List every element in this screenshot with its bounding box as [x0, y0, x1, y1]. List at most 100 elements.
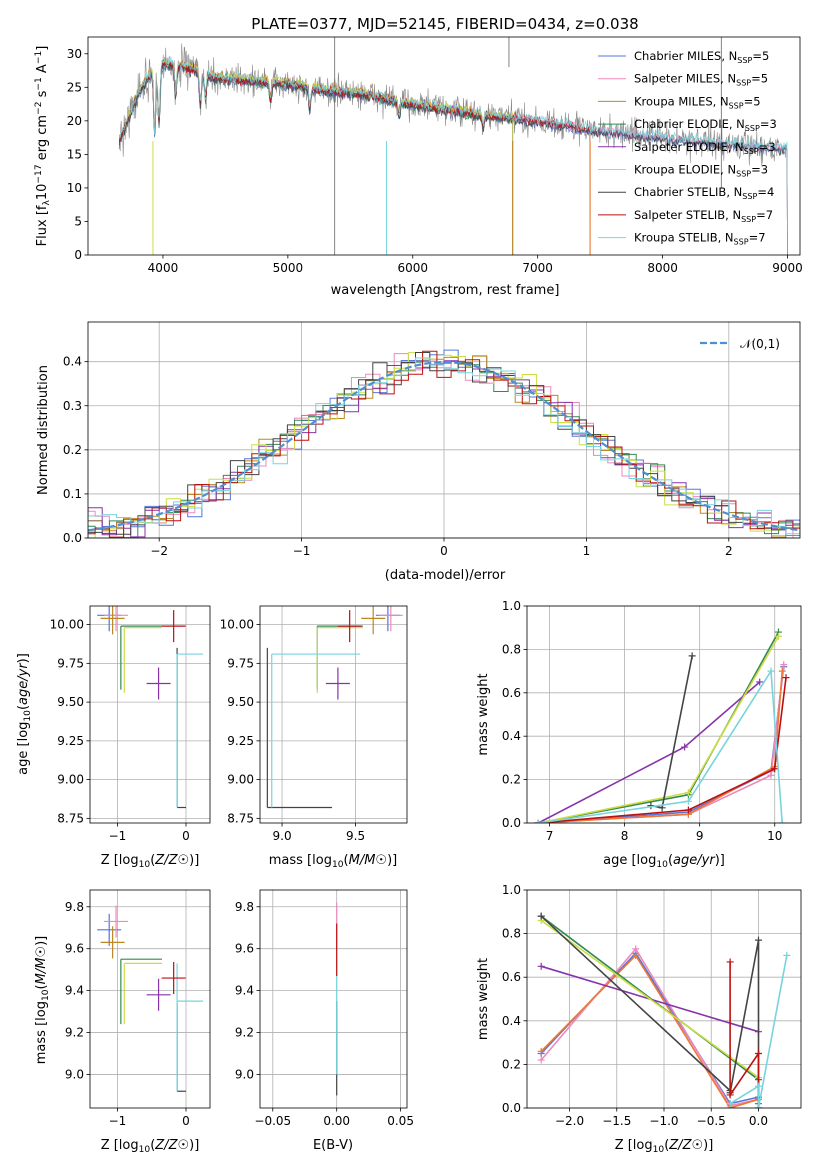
point-errorbar [100, 606, 125, 635]
y-tick-label: 1.0 [502, 883, 521, 897]
point-errorbar [161, 610, 186, 643]
spectrum-xlabel: wavelength [Angstrom, rest frame] [331, 283, 560, 298]
spectrum-title: PLATE=0377, MJD=52145, FIBERID=0434, z=0… [251, 15, 638, 33]
point-marker [534, 819, 542, 823]
weight-ylabel: mass weight [476, 673, 491, 755]
y-tick-label: 0.8 [502, 642, 521, 656]
weight-series [540, 915, 759, 1081]
model-spectrum [118, 60, 788, 255]
y-tick-label: 20 [67, 114, 82, 128]
histogram-series [88, 360, 800, 538]
weight-series [540, 919, 759, 1079]
x-tick-label: 9.5 [346, 829, 365, 843]
x-tick-label: 2 [725, 544, 733, 558]
y-tick-label: 0.0 [502, 1101, 521, 1115]
model-spectrum [118, 62, 788, 255]
weight-series [650, 655, 693, 809]
scatter-marks [266, 606, 403, 809]
y-tick-label: 9.6 [65, 942, 84, 956]
x-tick-label: 9 [696, 829, 704, 843]
legend-label: 𝒩(0,1) [740, 337, 780, 351]
point-marker [767, 771, 775, 779]
x-tick-label: 0 [182, 1114, 190, 1128]
y-tick-label: 0.8 [502, 927, 521, 941]
x-tick-label: 0 [440, 544, 448, 558]
histogram-series [88, 353, 800, 538]
axes-frame [89, 605, 211, 824]
model-spectrum [118, 56, 788, 255]
y-tick-label: 9.00 [227, 773, 254, 787]
ebv-xlabel: E(B-V) [313, 1138, 353, 1153]
x-tick-label: 5000 [273, 261, 304, 275]
weight-lines [534, 628, 790, 823]
mass-z-xlabel: Z [log10(Z/Z☉)] [101, 1138, 200, 1155]
point-marker [537, 1056, 545, 1064]
axes-frame [259, 889, 408, 1109]
weight-series [538, 671, 783, 823]
point-marker [537, 1047, 545, 1055]
weight-age-xlabel: age [log10(age/yr)] [603, 853, 725, 870]
point-marker [684, 797, 692, 805]
residual-axes: −2 −1 0 1 2 0.0 0.1 0.2 0.3 0.4 (data-model)/error… [36, 321, 801, 583]
point-marker [754, 1082, 762, 1090]
y-tick-label: 0.3 [63, 399, 82, 413]
y-tick-label: 9.4 [65, 984, 84, 998]
weight-series [538, 631, 780, 823]
x-tick-label: −0.5 [697, 1114, 726, 1128]
x-tick-label: −1 [109, 1114, 127, 1128]
weight-series [729, 955, 788, 1108]
weight-series [540, 947, 759, 1107]
y-tick-label: 9.25 [227, 734, 254, 748]
legend-label: Kroupa MILES, NSSP=5 [634, 94, 761, 110]
point-errorbar [378, 606, 403, 632]
point-marker [632, 945, 640, 953]
y-tick-label: 9.25 [57, 734, 84, 748]
y-tick-label: 10 [67, 181, 82, 195]
y-tick-label: 0.4 [502, 1014, 521, 1028]
y-tick-label: 1.0 [502, 599, 521, 613]
model-spectrum [118, 60, 788, 255]
y-tick-label: 8.75 [57, 811, 84, 825]
x-tick-label: 8 [621, 829, 629, 843]
y-tick-label: 0.4 [63, 355, 82, 369]
y-tick-label: 0.2 [502, 773, 521, 787]
x-tick-label: 7000 [522, 261, 553, 275]
point-marker [778, 667, 786, 675]
y-tick-label: 10.00 [50, 618, 84, 632]
point-errorbar [97, 913, 122, 946]
y-tick-label: 5 [74, 214, 82, 228]
legend-label: Chabrier MILES, NSSP=5 [634, 49, 769, 65]
weight-z-xlabel: Z [log10(Z/Z☉)] [615, 1138, 714, 1155]
point-marker [726, 1091, 734, 1099]
weight-series [538, 677, 787, 823]
point-errorbar [161, 962, 186, 995]
residual-ylabel: Normed distribution [36, 365, 51, 495]
y-tick-label: 0.6 [502, 686, 521, 700]
x-tick-label: 10 [767, 829, 782, 843]
y-tick-label: 0.0 [502, 816, 521, 830]
point-marker [688, 652, 696, 660]
x-tick-label: −1.5 [602, 1114, 631, 1128]
point-marker [780, 661, 788, 669]
axes-frame [259, 605, 408, 824]
y-tick-label: 8.75 [227, 811, 254, 825]
point-marker [684, 806, 692, 814]
point-errorbar [104, 606, 129, 632]
x-tick-label: −2.0 [555, 1114, 584, 1128]
weight-ylabel: mass weight [476, 958, 491, 1040]
x-tick-label: 0.00 [323, 1114, 350, 1128]
point-errorbar [361, 606, 386, 635]
x-tick-label: 0.05 [387, 1114, 414, 1128]
histogram-series [88, 350, 800, 538]
point-errorbar [337, 610, 362, 643]
point-marker [783, 951, 791, 959]
scatter-axes-2: −1 0 8.75 9.00 9.25 9.50 9.75 10.00 Z [log10(Z/Z… [16, 605, 211, 870]
y-tick-label: 9.2 [65, 1026, 84, 1040]
axes-frame [87, 321, 801, 539]
y-tick-label: 15 [67, 147, 82, 161]
y-tick-label: 9.8 [235, 900, 254, 914]
legend-label: Salpeter ELODIE, NSSP=3 [634, 140, 776, 156]
y-tick-label: 0.2 [502, 1057, 521, 1071]
histogram-series [88, 355, 800, 537]
y-tick-label: 25 [67, 80, 82, 94]
